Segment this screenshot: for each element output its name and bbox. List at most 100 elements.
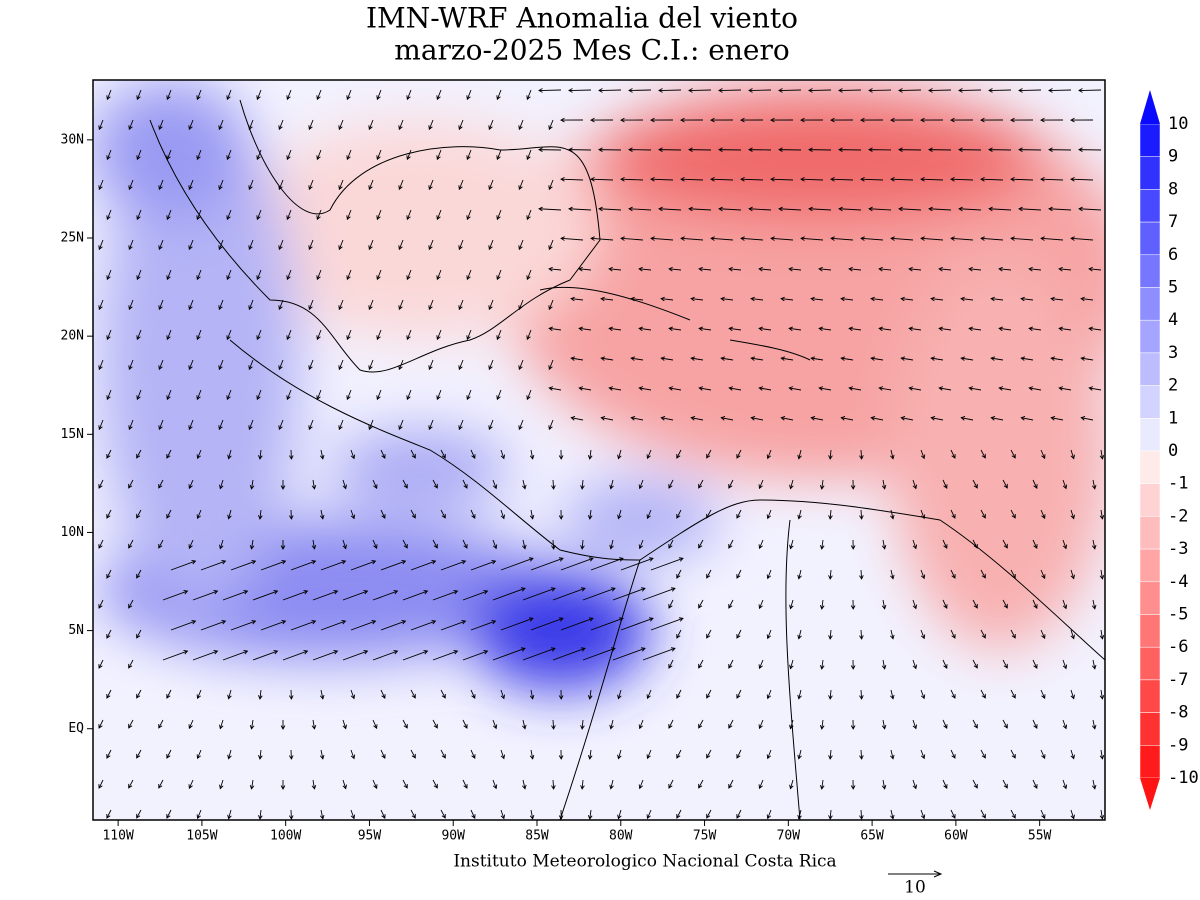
wind-vector [766, 749, 772, 760]
wind-vector [658, 206, 682, 212]
wind-vector [609, 779, 614, 790]
wind-vector [688, 206, 712, 212]
wind-vector [628, 206, 652, 212]
wind-vector [1040, 117, 1064, 123]
wind-vector [630, 296, 644, 302]
wind-vector [98, 119, 104, 131]
wind-vector [660, 416, 674, 421]
wind-vector [860, 177, 884, 182]
wind-vector [522, 539, 527, 550]
wind-vector [881, 719, 887, 730]
wind-vector [470, 809, 476, 820]
wind-vector [850, 779, 856, 790]
wind-vector [488, 179, 494, 191]
wind-vector [462, 719, 468, 729]
wind-vector [628, 147, 652, 153]
wind-vector [380, 509, 386, 519]
wind-vector [406, 269, 412, 281]
colorbar-label: 2 [1168, 376, 1178, 396]
wind-vector [998, 386, 1012, 391]
wind-vector [788, 326, 802, 332]
wind-vector [850, 719, 856, 730]
wind-vector [958, 147, 982, 153]
wind-vector [1032, 479, 1038, 489]
wind-vector [972, 479, 978, 489]
wind-vector [1070, 689, 1075, 700]
wind-vector [881, 659, 887, 670]
wind-vector [466, 89, 472, 101]
colorbar-box [1139, 319, 1161, 354]
wind-vector [920, 749, 926, 760]
wind-vector [248, 179, 254, 191]
wind-vector [432, 590, 459, 601]
colorbar-label: -1 [1168, 474, 1188, 494]
wind-vector [1040, 509, 1046, 520]
wind-vector [218, 119, 224, 131]
wind-vector [1040, 569, 1046, 580]
map-frame [92, 79, 1106, 821]
wind-vector [436, 209, 442, 221]
wind-vector [758, 479, 764, 490]
wind-vector [280, 719, 286, 730]
wind-vector [308, 239, 314, 251]
wind-vector [256, 149, 262, 161]
wind-vector [552, 587, 586, 601]
wind-vector [227, 809, 232, 820]
wind-vector [338, 179, 344, 191]
wind-vector [912, 719, 918, 730]
wind-vector [620, 117, 644, 123]
colorbar-box [1139, 189, 1161, 223]
wind-vector [950, 117, 974, 123]
wind-vector [766, 569, 772, 580]
wind-vector [136, 209, 142, 221]
wind-vector [758, 326, 772, 332]
wind-vector [529, 509, 535, 520]
wind-vector [860, 236, 884, 241]
wind-vector [980, 449, 986, 459]
wind-vector [728, 599, 734, 609]
wind-vector [470, 449, 476, 460]
x-tick-label: 55W [1028, 829, 1052, 844]
colorbar-box [1139, 450, 1161, 484]
wind-vector [1078, 206, 1102, 212]
wind-vector [316, 329, 322, 341]
wind-vector [346, 209, 352, 221]
wind-vector [136, 689, 142, 699]
wind-vector [492, 779, 498, 790]
wind-vector [470, 560, 497, 571]
wind-vector [1040, 236, 1064, 241]
wind-vector [319, 809, 325, 820]
wind-vector [470, 509, 476, 520]
wind-vector [988, 206, 1012, 212]
colorbar-box [1139, 679, 1161, 713]
wind-vector [196, 329, 202, 341]
wind-vector [582, 587, 616, 601]
wind-vector [226, 89, 232, 101]
wind-vector [166, 509, 172, 519]
wind-vector [818, 326, 832, 332]
wind-vector [728, 779, 734, 789]
wind-vector [526, 329, 532, 341]
wind-vector [1070, 117, 1094, 123]
wind-vector [128, 479, 134, 489]
wind-vector [1032, 779, 1038, 789]
wind-vector [600, 296, 614, 302]
wind-vector [828, 809, 833, 820]
wind-vector [1099, 509, 1105, 520]
wind-vector [1050, 356, 1064, 361]
wind-vector [432, 719, 438, 729]
wind-vector [312, 590, 339, 601]
wind-vector [1070, 236, 1094, 241]
wind-vector [650, 117, 674, 123]
wind-vector [942, 659, 948, 670]
wind-vector [98, 719, 104, 729]
wind-vector [808, 206, 832, 212]
colorbar-label: 3 [1168, 343, 1178, 363]
wind-vector [819, 599, 825, 610]
wind-vector [580, 479, 585, 490]
wind-vector [350, 509, 356, 520]
wind-vector [698, 326, 712, 332]
wind-vector [316, 149, 322, 161]
wind-vector [1078, 147, 1102, 153]
wind-vector [548, 386, 562, 391]
